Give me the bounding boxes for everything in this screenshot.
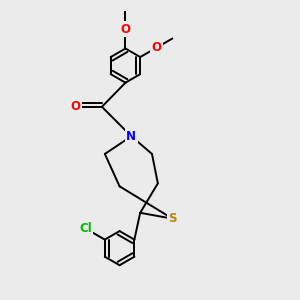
Text: Cl: Cl xyxy=(79,222,92,235)
Text: N: N xyxy=(126,130,136,143)
Text: O: O xyxy=(70,100,80,113)
Text: O: O xyxy=(121,23,130,36)
Text: O: O xyxy=(152,41,162,54)
Text: S: S xyxy=(168,212,177,225)
